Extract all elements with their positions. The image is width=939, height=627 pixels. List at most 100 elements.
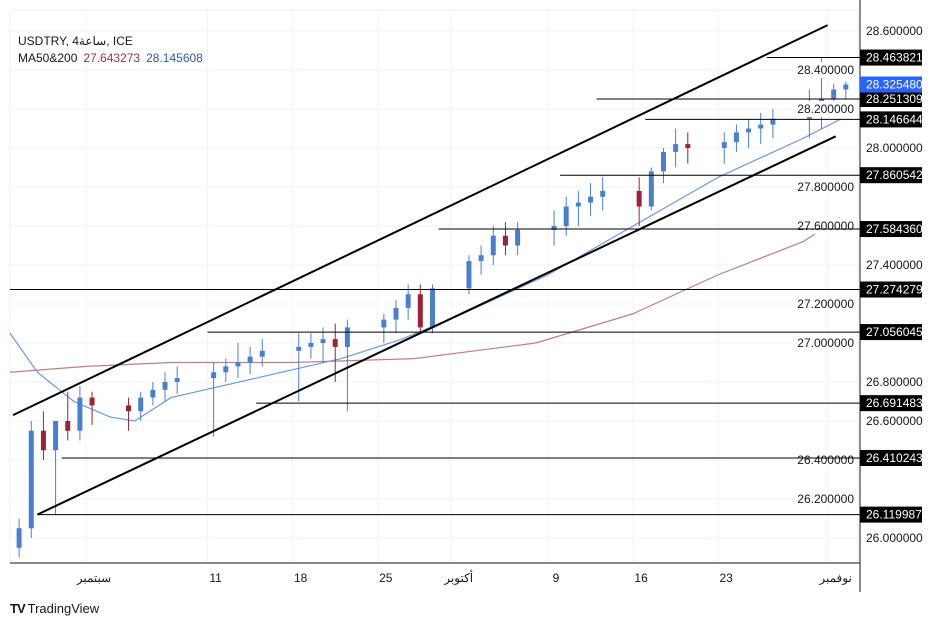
candle: [588, 183, 594, 217]
candle: [28, 421, 34, 538]
brand-name: TradingView: [27, 601, 100, 616]
candle-body: [77, 397, 83, 431]
level-price-badge: [860, 395, 922, 412]
candle: [636, 177, 642, 226]
candle-body: [320, 339, 326, 343]
channel-trend-line: [36, 135, 837, 516]
time-tick-label: سبتمبر: [76, 571, 111, 585]
candle-body: [16, 528, 22, 548]
candle-body: [417, 294, 423, 328]
candle: [40, 411, 46, 460]
candle: [150, 382, 156, 406]
time-tick-label: 18: [294, 571, 308, 585]
price-tick-backdrop: [792, 179, 856, 195]
ma-slow-value: 27.643273: [83, 51, 141, 65]
candle: [490, 226, 496, 265]
candle: [211, 362, 217, 437]
candle-body: [563, 206, 569, 226]
level-price-badge: [860, 49, 922, 66]
candle: [660, 148, 666, 184]
candle: [685, 132, 691, 164]
candle-body: [490, 235, 496, 256]
candle-body: [138, 397, 144, 412]
candle: [247, 346, 253, 375]
candle-body: [296, 346, 302, 351]
candle-body: [235, 362, 241, 367]
price-tick-label: 28.000000: [866, 141, 923, 155]
time-tick-label: 23: [720, 571, 734, 585]
level-price-label: 28.146644: [866, 112, 923, 126]
candle: [843, 81, 849, 100]
candle-body: [648, 171, 654, 207]
level-price-badge: [860, 281, 922, 298]
candle-body: [843, 84, 849, 90]
price-tick-backdrop: [792, 101, 856, 117]
candle: [417, 284, 423, 334]
level-price-label: 27.860542: [866, 168, 923, 182]
level-price-badge: [860, 111, 922, 128]
candle: [259, 339, 265, 367]
candle: [600, 177, 606, 211]
candle-body: [211, 372, 217, 379]
candle: [320, 327, 326, 363]
candle: [308, 333, 314, 359]
level-price-badge: [860, 450, 922, 467]
candle-body: [247, 356, 253, 363]
candle-body: [746, 128, 752, 133]
price-tick-label: 26.400000: [797, 453, 854, 467]
price-tick-backdrop: [792, 62, 856, 78]
price-tick-label: 26.200000: [797, 492, 854, 506]
candle: [515, 222, 521, 256]
level-price-label: 28.463821: [866, 51, 923, 65]
candle: [405, 284, 411, 320]
candle-body: [259, 350, 265, 357]
candle-body: [405, 294, 411, 308]
price-tick-label: 27.800000: [797, 180, 854, 194]
candle: [563, 196, 569, 236]
tradingview-logo-icon: TV: [10, 601, 26, 616]
candle-body: [429, 288, 435, 328]
tradingview-brand[interactable]: TV TradingView: [10, 601, 99, 616]
price-chart[interactable]: 28.600000 28.400000 28.200000 28.000000 27.8…: [0, 0, 939, 600]
level-price-label: 27.584360: [866, 222, 923, 236]
level-price-badge: [860, 167, 922, 184]
candle-body: [733, 132, 739, 143]
candle-body: [53, 421, 59, 451]
candle: [758, 112, 764, 145]
candle: [332, 323, 338, 382]
candle-body: [770, 118, 776, 125]
candle-body: [393, 307, 399, 320]
candle-body: [831, 89, 837, 100]
time-tick-label: 11: [209, 571, 222, 585]
candle: [174, 366, 180, 394]
price-tick-label: 26.800000: [866, 375, 923, 389]
current-price-label: 28.325480: [866, 78, 923, 92]
ma-label: MA50&200: [18, 51, 78, 65]
price-tick-backdrop: [792, 452, 856, 468]
candle: [162, 372, 168, 402]
price-tick-label: 26.000000: [866, 531, 923, 545]
candle: [77, 385, 83, 441]
candle: [466, 255, 472, 295]
candle-body: [28, 430, 34, 529]
candle: [235, 343, 241, 379]
time-tick-label: 9: [553, 571, 560, 585]
level-price-label: 27.056045: [866, 325, 923, 339]
candle-body: [636, 190, 642, 207]
ma-fast-value: 28.145608: [146, 51, 203, 65]
time-tick-label: أكتوبر: [443, 570, 473, 585]
time-tick-label: 25: [379, 571, 393, 585]
candle: [65, 391, 71, 441]
symbol-legend: USDTRY, 4ساعة, ICE: [18, 34, 133, 48]
candle-body: [478, 255, 484, 262]
candle-body: [89, 397, 95, 406]
ma-legend: MA50&200 27.643273 28.145608: [18, 51, 203, 65]
candle-body: [588, 196, 594, 203]
price-tick-label: 27.400000: [866, 258, 923, 272]
candle: [770, 109, 776, 139]
price-tick-backdrop: [792, 218, 856, 234]
candle: [223, 358, 229, 382]
candle-body: [502, 235, 508, 246]
price-tick-label: 27.600000: [797, 219, 854, 233]
candle: [502, 222, 508, 256]
